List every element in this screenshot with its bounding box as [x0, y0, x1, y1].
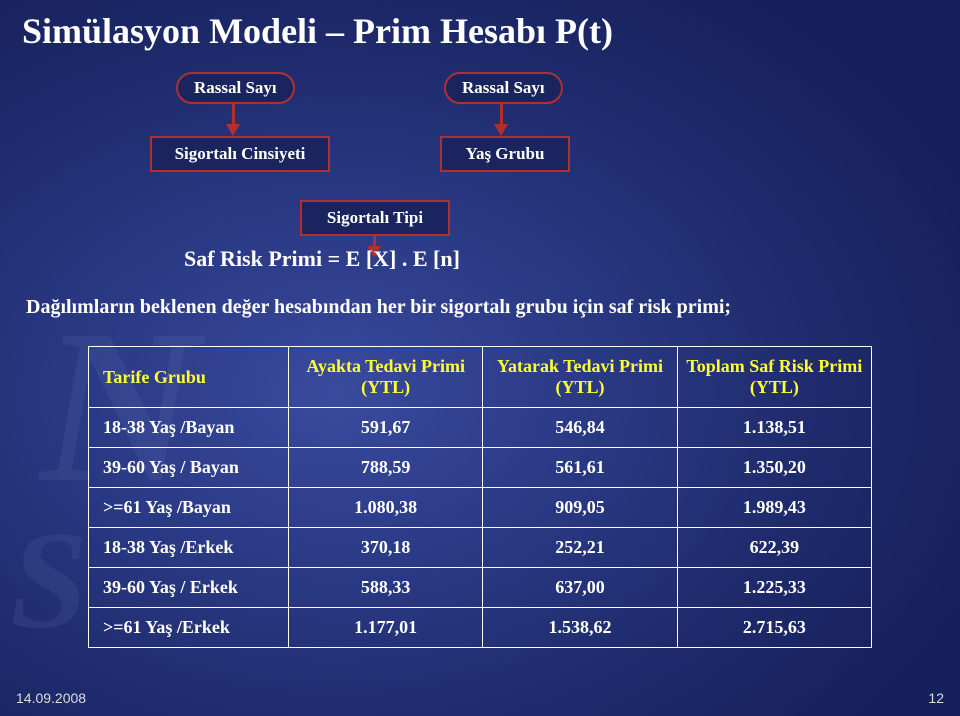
description-text: Dağılımların beklenen değer hesabından h… [26, 296, 926, 319]
cell: 1.225,33 [677, 568, 871, 608]
page-title: Simülasyon Modeli – Prim Hesabı P(t) [22, 10, 613, 52]
table-header-row: Tarife Grubu Ayakta Tedavi Primi (YTL) Y… [89, 347, 872, 408]
cell: 546,84 [483, 408, 677, 448]
cell: >=61 Yaş /Bayan [89, 488, 289, 528]
arrow-line-2 [500, 102, 503, 126]
cell: 1.538,62 [483, 608, 677, 648]
cell: 1.989,43 [677, 488, 871, 528]
cell: 637,00 [483, 568, 677, 608]
cell: 588,33 [289, 568, 483, 608]
cell: 2.715,63 [677, 608, 871, 648]
pill-random-2: Rassal Sayı [444, 72, 563, 104]
footer-page: 12 [928, 690, 944, 706]
cell: 788,59 [289, 448, 483, 488]
table-row: >=61 Yaş /Bayan 1.080,38 909,05 1.989,43 [89, 488, 872, 528]
cell: 622,39 [677, 528, 871, 568]
box-agegroup: Yaş Grubu [440, 136, 570, 172]
cell: 1.138,51 [677, 408, 871, 448]
pill-random-1: Rassal Sayı [176, 72, 295, 104]
cell: 370,18 [289, 528, 483, 568]
formula-text: Saf Risk Primi = E [X] . E [n] [184, 246, 460, 272]
watermark-s: S [10, 500, 78, 661]
cell: >=61 Yaş /Erkek [89, 608, 289, 648]
cell: 252,21 [483, 528, 677, 568]
footer-date: 14.09.2008 [16, 690, 86, 706]
table-row: 18-38 Yaş /Bayan 591,67 546,84 1.138,51 [89, 408, 872, 448]
cell: 39-60 Yaş / Bayan [89, 448, 289, 488]
box-type: Sigortalı Tipi [300, 200, 450, 236]
cell: 591,67 [289, 408, 483, 448]
col-header-2: Yatarak Tedavi Primi (YTL) [483, 347, 677, 408]
tariff-table-wrap: Tarife Grubu Ayakta Tedavi Primi (YTL) Y… [88, 346, 872, 648]
box-gender: Sigortalı Cinsiyeti [150, 136, 330, 172]
table-row: 39-60 Yaş / Bayan 788,59 561,61 1.350,20 [89, 448, 872, 488]
cell: 561,61 [483, 448, 677, 488]
cell: 18-38 Yaş /Bayan [89, 408, 289, 448]
cell: 39-60 Yaş / Erkek [89, 568, 289, 608]
arrow-head-2 [494, 124, 508, 136]
cell: 1.177,01 [289, 608, 483, 648]
cell: 1.080,38 [289, 488, 483, 528]
col-header-3: Toplam Saf Risk Primi (YTL) [677, 347, 871, 408]
col-header-0: Tarife Grubu [89, 347, 289, 408]
tariff-table: Tarife Grubu Ayakta Tedavi Primi (YTL) Y… [88, 346, 872, 648]
arrow-line-1 [232, 102, 235, 126]
cell: 909,05 [483, 488, 677, 528]
table-row: 39-60 Yaş / Erkek 588,33 637,00 1.225,33 [89, 568, 872, 608]
col-header-1: Ayakta Tedavi Primi (YTL) [289, 347, 483, 408]
cell: 18-38 Yaş /Erkek [89, 528, 289, 568]
table-row: 18-38 Yaş /Erkek 370,18 252,21 622,39 [89, 528, 872, 568]
table-row: >=61 Yaş /Erkek 1.177,01 1.538,62 2.715,… [89, 608, 872, 648]
arrow-head-1 [226, 124, 240, 136]
cell: 1.350,20 [677, 448, 871, 488]
